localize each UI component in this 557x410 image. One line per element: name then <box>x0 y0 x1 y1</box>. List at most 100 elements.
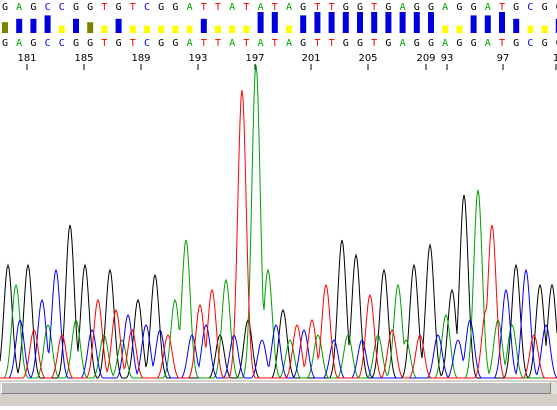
basecall-top[interactable]: T <box>243 2 249 13</box>
quality-bar <box>413 12 420 33</box>
basecall-bottom[interactable]: T <box>215 38 221 49</box>
basecall-top[interactable]: G <box>385 2 391 13</box>
basecall-bottom[interactable]: T <box>201 38 207 49</box>
basecall-top[interactable]: G <box>556 2 557 13</box>
basecall-bottom[interactable]: C <box>45 38 51 49</box>
basecall-bottom[interactable]: T <box>101 38 107 49</box>
basecall-top[interactable]: G <box>428 2 434 13</box>
basecall-bottom[interactable]: A <box>16 38 22 49</box>
quality-bar <box>499 12 505 33</box>
basecall-top[interactable]: G <box>471 2 477 13</box>
quality-bar <box>172 25 179 33</box>
basecall-top[interactable]: G <box>2 2 8 13</box>
quality-bar <box>87 22 94 33</box>
basecall-bottom[interactable]: A <box>187 38 193 49</box>
scrollbar-thumb[interactable] <box>1 382 551 394</box>
basecall-top[interactable]: G <box>513 2 519 13</box>
quality-bar <box>555 18 557 33</box>
basecall-top[interactable]: C <box>144 2 150 13</box>
basecall-bottom[interactable]: T <box>130 38 136 49</box>
basecall-top[interactable]: T <box>215 2 221 13</box>
basecall-top[interactable]: A <box>286 2 292 13</box>
quality-bar <box>158 25 165 33</box>
basecall-top[interactable]: C <box>45 2 51 13</box>
basecall-bottom[interactable]: T <box>371 38 377 49</box>
basecall-bottom[interactable]: A <box>400 38 406 49</box>
basecall-top[interactable]: G <box>456 2 462 13</box>
basecall-top[interactable]: A <box>229 2 235 13</box>
basecall-bottom[interactable]: C <box>527 38 533 49</box>
basecall-bottom[interactable]: G <box>158 38 164 49</box>
basecall-top[interactable]: C <box>527 2 533 13</box>
basecall-top[interactable]: G <box>357 2 363 13</box>
basecall-bottom[interactable]: T <box>243 38 249 49</box>
basecall-top[interactable]: A <box>16 2 22 13</box>
basecall-bottom[interactable]: T <box>329 38 335 49</box>
basecall-bottom[interactable]: G <box>471 38 477 49</box>
basecall-top[interactable]: T <box>371 2 377 13</box>
quality-bar <box>144 25 150 33</box>
quality-bar <box>541 25 548 33</box>
quality-bar <box>442 25 449 33</box>
basecall-bottom[interactable]: C <box>59 38 65 49</box>
trace-g <box>0 194 557 379</box>
basecall-bottom[interactable]: G <box>428 38 434 49</box>
basecall-bottom[interactable]: G <box>73 38 79 49</box>
quality-bar <box>484 15 491 33</box>
basecall-top[interactable]: T <box>201 2 207 13</box>
basecall-top[interactable]: G <box>300 2 306 13</box>
basecall-bottom[interactable]: T <box>499 38 505 49</box>
basecall-top[interactable]: A <box>258 2 264 13</box>
basecall-bottom[interactable]: G <box>542 38 548 49</box>
basecall-top[interactable]: G <box>172 2 178 13</box>
basecall-top[interactable]: A <box>400 2 406 13</box>
basecall-top[interactable]: T <box>329 2 335 13</box>
basecall-bottom[interactable]: G <box>513 38 519 49</box>
horizontal-scrollbar[interactable] <box>0 380 557 406</box>
basecall-bottom[interactable]: G <box>2 38 8 49</box>
quality-bar <box>16 18 23 33</box>
basecall-bottom[interactable]: A <box>258 38 264 49</box>
basecall-top[interactable]: A <box>187 2 193 13</box>
basecall-bottom[interactable]: G <box>556 38 557 49</box>
basecall-bottom[interactable]: G <box>456 38 462 49</box>
quality-bar <box>115 18 122 33</box>
basecall-bottom[interactable]: T <box>272 38 278 49</box>
basecall-top[interactable]: A <box>442 2 448 13</box>
basecall-top[interactable]: T <box>272 2 278 13</box>
basecall-bottom[interactable]: G <box>414 38 420 49</box>
basecall-top[interactable]: T <box>314 2 320 13</box>
basecall-top[interactable]: A <box>485 2 491 13</box>
basecall-top[interactable]: T <box>499 2 505 13</box>
basecall-top[interactable]: G <box>414 2 420 13</box>
basecall-bottom[interactable]: G <box>172 38 178 49</box>
basecall-bottom[interactable]: A <box>286 38 292 49</box>
quality-bar <box>257 12 264 33</box>
basecall-bottom[interactable]: A <box>442 38 448 49</box>
trace-curves <box>0 64 557 379</box>
basecall-top[interactable]: G <box>73 2 79 13</box>
basecall-bottom[interactable]: C <box>144 38 150 49</box>
basecall-bottom[interactable]: G <box>357 38 363 49</box>
basecall-bottom[interactable]: A <box>485 38 491 49</box>
basecall-top[interactable]: G <box>30 2 36 13</box>
basecall-bottom[interactable]: T <box>314 38 320 49</box>
basecall-top[interactable]: C <box>59 2 65 13</box>
position-label: 193 <box>188 53 207 64</box>
basecall-top[interactable]: T <box>101 2 107 13</box>
basecall-top[interactable]: G <box>158 2 164 13</box>
basecall-top[interactable]: G <box>87 2 93 13</box>
basecall-top[interactable]: G <box>542 2 548 13</box>
basecall-bottom[interactable]: G <box>385 38 391 49</box>
basecall-bottom[interactable]: A <box>229 38 235 49</box>
basecall-bottom[interactable]: G <box>343 38 349 49</box>
basecall-bottom[interactable]: G <box>30 38 36 49</box>
basecall-top[interactable]: T <box>130 2 136 13</box>
basecall-bottom[interactable]: G <box>300 38 306 49</box>
quality-bar <box>527 25 534 33</box>
basecall-top[interactable]: G <box>116 2 122 13</box>
basecall-bottom[interactable]: G <box>87 38 93 49</box>
basecall-top[interactable]: G <box>343 2 349 13</box>
basecall-bottom[interactable]: G <box>116 38 122 49</box>
